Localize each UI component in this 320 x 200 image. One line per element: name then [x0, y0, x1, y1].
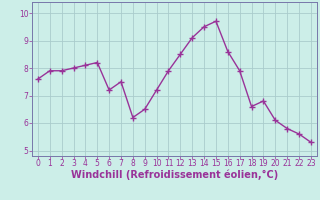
- X-axis label: Windchill (Refroidissement éolien,°C): Windchill (Refroidissement éolien,°C): [71, 170, 278, 180]
